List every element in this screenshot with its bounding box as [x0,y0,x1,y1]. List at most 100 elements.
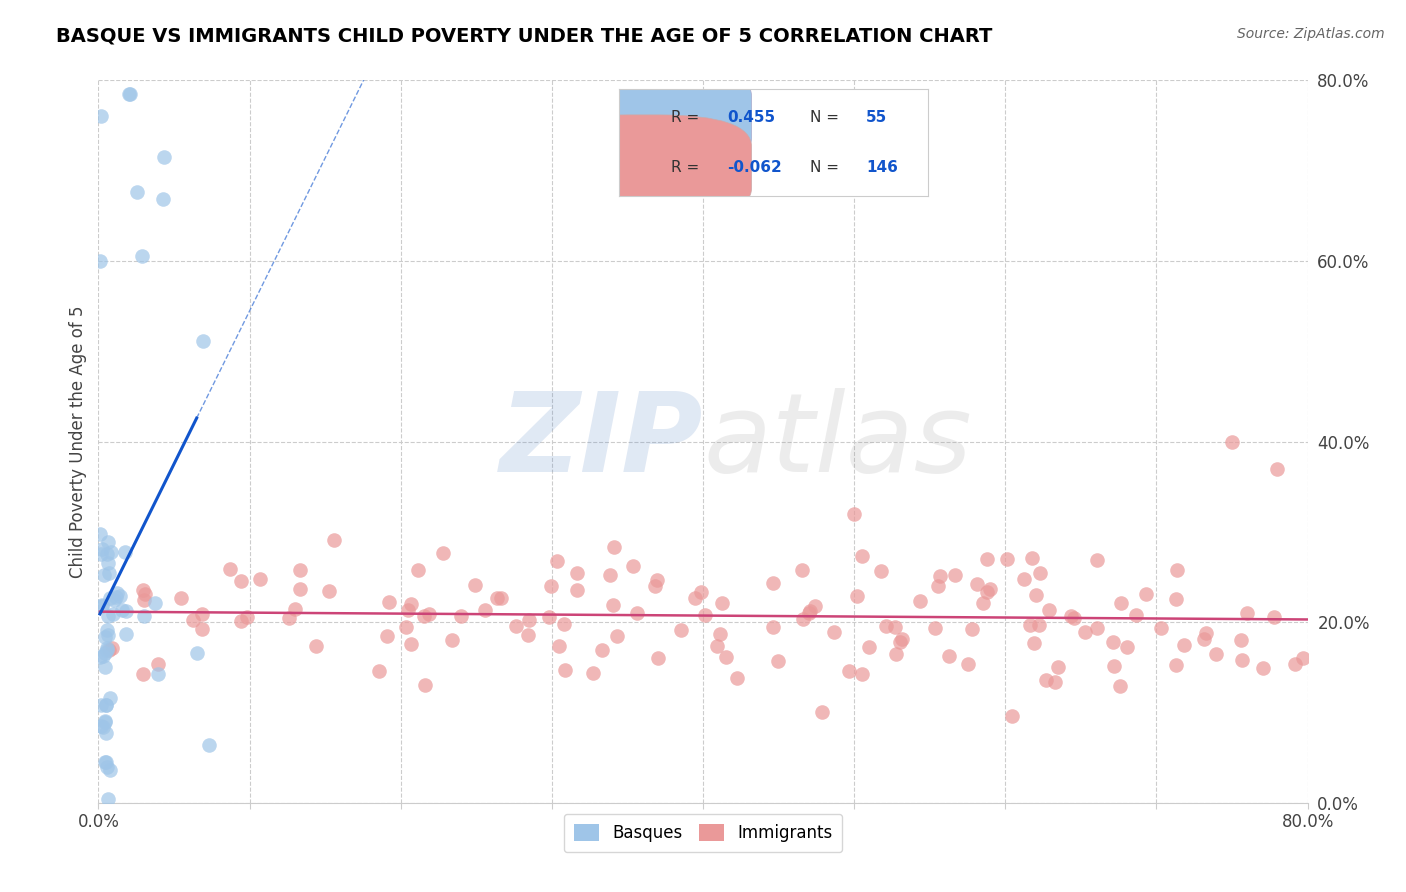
Point [845,589,868,603]
Point [104,591,127,605]
Point [1022,636,1045,650]
Text: R =: R = [671,110,699,125]
Point [1229,633,1251,648]
Point [418,607,440,621]
Text: Source: ZipAtlas.com: Source: ZipAtlas.com [1237,27,1385,41]
Point [644,579,666,593]
Point [98,643,121,657]
Point [90,547,112,561]
Point [1043,675,1066,690]
Point [910,594,932,608]
Point [103,593,125,607]
Point [1025,588,1047,602]
Point [181,613,204,627]
Point [1028,618,1050,632]
Point [1019,617,1042,632]
Point [762,620,785,634]
Point [305,639,328,653]
Point [869,565,891,579]
Point [91,598,114,612]
Point [927,578,949,592]
Point [606,629,628,643]
Text: -0.062: -0.062 [727,160,782,175]
Point [94,698,117,712]
Point [96,643,118,657]
Point [1012,572,1035,586]
Point [517,613,540,627]
Point [979,582,1001,596]
Point [1251,661,1274,675]
Point [1109,596,1132,610]
Point [277,611,299,625]
Point [768,654,790,668]
Point [91,542,114,557]
Point [669,623,692,637]
Point [131,249,153,263]
Point [93,630,115,644]
Point [191,334,214,348]
Point [1102,659,1125,673]
Point [1060,609,1083,624]
Point [89,254,111,268]
Point [516,628,538,642]
Text: R =: R = [671,160,699,175]
Point [706,639,728,653]
Point [799,604,821,618]
Point [1115,640,1137,655]
Text: ZIP: ZIP [499,388,703,495]
Point [401,637,423,651]
Point [711,596,734,610]
Point [995,552,1018,566]
Point [134,587,156,601]
Point [889,635,911,649]
Point [1166,563,1188,577]
Y-axis label: Child Poverty Under the Age of 5: Child Poverty Under the Age of 5 [69,305,87,578]
Point [1029,566,1052,581]
Point [96,755,118,769]
Point [90,719,112,733]
Point [976,552,998,566]
Point [145,596,167,610]
Point [1001,708,1024,723]
Point [134,593,156,607]
Point [413,677,436,691]
Point [626,606,648,620]
Point [284,602,307,616]
Point [96,640,118,655]
Point [152,192,174,206]
Point [792,611,814,625]
Text: 146: 146 [866,160,898,175]
Point [844,507,866,521]
Point [1125,607,1147,622]
Point [1085,552,1108,566]
Point [96,760,118,774]
Point [811,706,834,720]
Point [94,755,117,769]
Point [170,591,193,605]
Point [98,763,121,777]
Point [441,633,464,648]
Point [1135,587,1157,601]
Point [90,109,112,123]
Point [762,575,785,590]
Point [1173,638,1195,652]
Point [976,585,998,599]
Point [938,648,960,663]
Point [97,535,120,549]
Text: BASQUE VS IMMIGRANTS CHILD POVERTY UNDER THE AGE OF 5 CORRELATION CHART: BASQUE VS IMMIGRANTS CHILD POVERTY UNDER… [56,27,993,45]
Point [288,582,311,597]
Point [553,617,575,632]
Point [486,591,509,606]
Point [191,622,214,636]
Point [323,533,346,548]
Point [695,608,717,623]
Text: N =: N = [810,160,839,175]
Point [96,726,118,740]
Point [962,622,984,636]
Point [97,566,120,580]
Point [100,640,122,655]
Point [98,691,121,706]
Point [146,657,169,671]
Point [709,627,731,641]
Point [219,562,242,576]
